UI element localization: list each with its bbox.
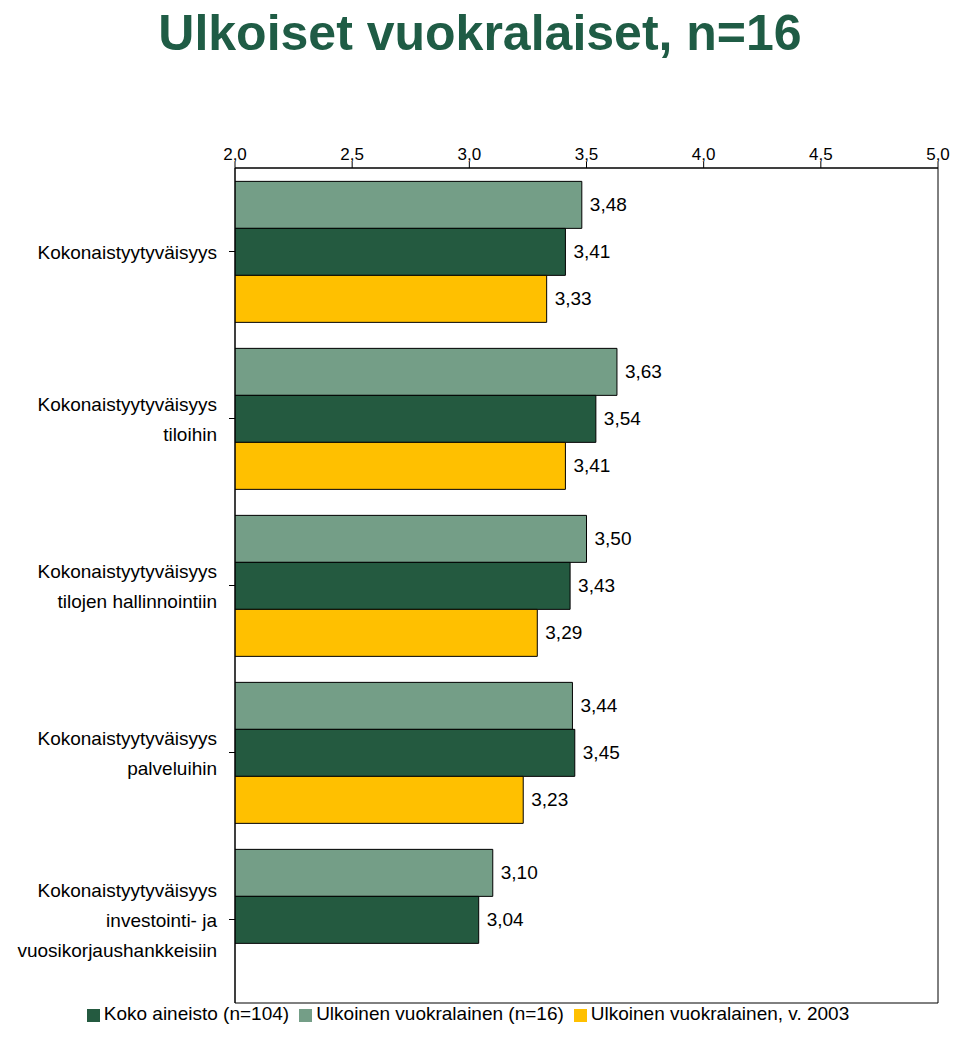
svg-text:Kokonaistyytyväisyyspalveluihi: Kokonaistyytyväisyyspalveluihin <box>37 727 217 778</box>
svg-text:3,29: 3,29 <box>545 622 582 643</box>
svg-text:3,41: 3,41 <box>573 241 610 262</box>
svg-text:3,0: 3,0 <box>458 145 482 164</box>
svg-text:3,23: 3,23 <box>531 789 568 810</box>
html-text:Ulkoinen vuokralainen (n=16): Ulkoinen vuokralainen (n=16) <box>316 1003 564 1024</box>
svg-text:2,5: 2,5 <box>340 145 364 164</box>
html-text:Ulkoinen vuokralainen, v. 2003: Ulkoinen vuokralainen, v. 2003 <box>590 1003 850 1024</box>
svg-text:3,33: 3,33 <box>555 288 592 309</box>
svg-text:3,50: 3,50 <box>595 528 632 549</box>
svg-text:3,45: 3,45 <box>583 742 620 763</box>
svg-text:4,0: 4,0 <box>692 145 716 164</box>
svg-text:Kokonaistyytyväisyystiloihin: Kokonaistyytyväisyystiloihin <box>37 393 217 444</box>
svg-text:2,0: 2,0 <box>223 145 247 164</box>
svg-text:3,43: 3,43 <box>578 575 615 596</box>
svg-text:Kokonaistyytyväisyys: Kokonaistyytyväisyys <box>37 241 217 262</box>
svg-text:5,0: 5,0 <box>926 145 950 164</box>
svg-text:Kokonaistyytyväisyystilojen ha: Kokonaistyytyväisyystilojen hallinnointi… <box>37 560 217 611</box>
svg-text:3,63: 3,63 <box>625 361 662 382</box>
svg-text:3,48: 3,48 <box>590 194 627 215</box>
svg-text:3,41: 3,41 <box>573 455 610 476</box>
html-text:Ulkoiset vuokralaiset, n=16: Ulkoiset vuokralaiset, n=16 <box>158 5 802 61</box>
svg-text:3,54: 3,54 <box>604 408 641 429</box>
svg-text:3,04: 3,04 <box>487 909 524 930</box>
html-text:Koko aineisto (n=104): Koko aineisto (n=104) <box>103 1003 290 1024</box>
svg-text:3,44: 3,44 <box>580 695 617 716</box>
svg-text:4,5: 4,5 <box>809 145 833 164</box>
svg-text:3,10: 3,10 <box>501 862 538 883</box>
svg-text:Kokonaistyytyväisyysinvestoint: Kokonaistyytyväisyysinvestointi- javuosi… <box>17 879 217 960</box>
svg-text:3,5: 3,5 <box>575 145 599 164</box>
